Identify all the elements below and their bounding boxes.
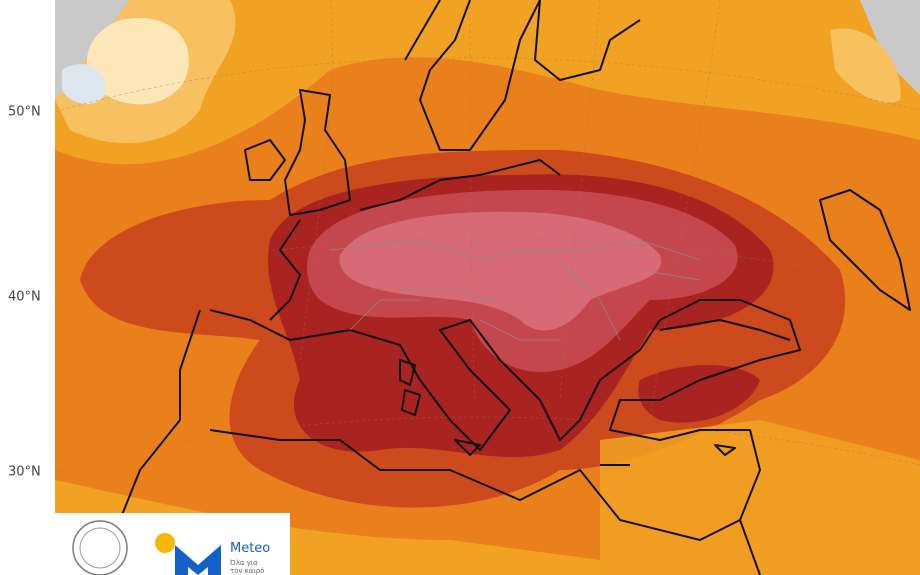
country-border — [329, 239, 701, 341]
cool-area — [86, 18, 189, 105]
logo-tagline: τον καιρό — [230, 567, 264, 575]
temperature-map — [55, 0, 920, 575]
institution-seal — [79, 527, 121, 569]
latitude-label: 50°N — [8, 105, 41, 120]
very-hot-layer — [638, 365, 760, 423]
latitude-label: 40°N — [8, 290, 41, 305]
coastline — [99, 0, 911, 575]
label-margin — [0, 0, 55, 575]
logo-name: Meteo — [230, 541, 270, 556]
logo-mark — [175, 545, 221, 575]
logo-sun — [155, 533, 175, 553]
warm-layer — [600, 420, 920, 575]
parallel — [55, 57, 920, 473]
cool-area — [62, 64, 106, 105]
latitude-label: 30°N — [8, 465, 41, 480]
extreme-core — [339, 211, 662, 331]
logo-tagline: Όλα για — [229, 559, 258, 567]
coastline — [399, 359, 736, 466]
meridian — [299, 0, 721, 421]
no-data-corner — [860, 0, 920, 95]
logo-panel: Meteo Όλα για τον καιρό — [55, 513, 290, 575]
institution-seal — [72, 520, 128, 575]
cool-area — [830, 28, 901, 103]
